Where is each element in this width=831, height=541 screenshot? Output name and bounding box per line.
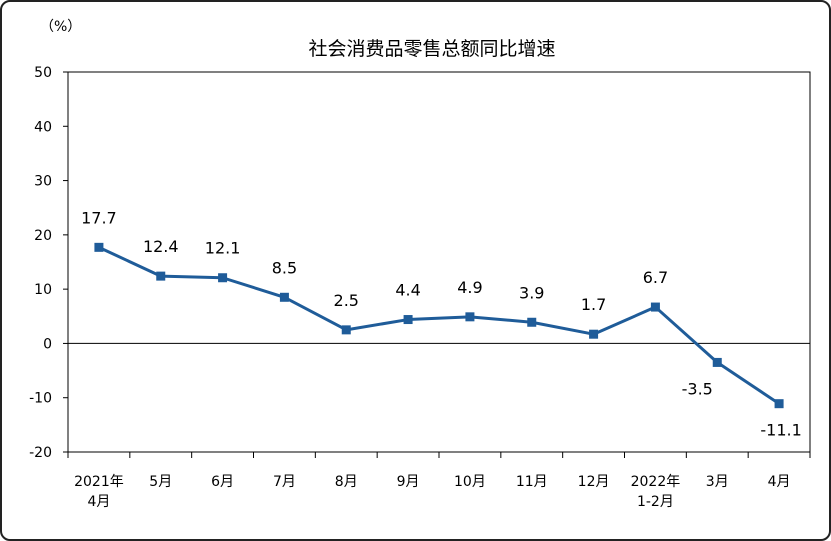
x-tick-label: 4月 xyxy=(87,494,110,510)
data-point-marker xyxy=(650,302,660,312)
data-point-marker xyxy=(156,271,166,281)
y-tick-label: -20 xyxy=(29,445,52,461)
x-tick-label: 11月 xyxy=(516,474,548,490)
data-point-marker xyxy=(774,399,784,409)
x-tick-label: 2022年 xyxy=(631,474,681,490)
data-point-marker xyxy=(94,242,104,252)
x-tick-label: 5月 xyxy=(149,474,172,490)
data-label: 12.1 xyxy=(205,239,241,258)
data-label: 4.9 xyxy=(457,278,482,297)
data-point-marker xyxy=(279,292,289,302)
data-label: 6.7 xyxy=(643,268,668,287)
data-label: 1.7 xyxy=(581,295,606,314)
data-point-marker xyxy=(527,317,537,327)
y-tick-label: 50 xyxy=(34,65,52,81)
x-tick-label: 1-2月 xyxy=(637,494,674,510)
data-point-marker xyxy=(403,315,413,325)
x-tick-label: 3月 xyxy=(706,474,729,490)
x-tick-label: 12月 xyxy=(578,474,610,490)
data-label: 3.9 xyxy=(519,283,544,302)
x-tick-label: 6月 xyxy=(211,474,234,490)
y-tick-label: 20 xyxy=(34,228,52,244)
data-point-marker xyxy=(712,357,722,367)
data-label: -3.5 xyxy=(682,379,713,398)
y-tick-label: 40 xyxy=(34,119,52,135)
data-label: 8.5 xyxy=(272,258,297,277)
x-tick-label: 10月 xyxy=(454,474,486,490)
data-label: 4.4 xyxy=(395,281,420,300)
data-label: 12.4 xyxy=(143,237,179,256)
data-point-marker xyxy=(218,273,228,283)
chart-title: 社会消费品零售总额同比增速 xyxy=(308,38,555,60)
y-tick-label: -10 xyxy=(29,391,52,407)
x-tick-label: 2021年 xyxy=(74,474,124,490)
x-tick-label: 7月 xyxy=(273,474,296,490)
x-tick-label: 8月 xyxy=(335,474,358,490)
data-point-marker xyxy=(341,325,351,335)
data-point-marker xyxy=(465,312,475,322)
y-tick-label: 30 xyxy=(34,174,52,190)
data-label: -11.1 xyxy=(760,421,801,440)
data-point-marker xyxy=(589,329,599,339)
series-line xyxy=(98,245,780,405)
x-tick-label: 4月 xyxy=(768,474,791,490)
y-tick-label: 0 xyxy=(43,336,52,352)
y-axis-unit: （%） xyxy=(40,19,81,35)
data-label: 17.7 xyxy=(81,208,117,227)
y-tick-label: 10 xyxy=(34,282,52,298)
x-tick-label: 9月 xyxy=(397,474,420,490)
data-label: 2.5 xyxy=(334,291,359,310)
